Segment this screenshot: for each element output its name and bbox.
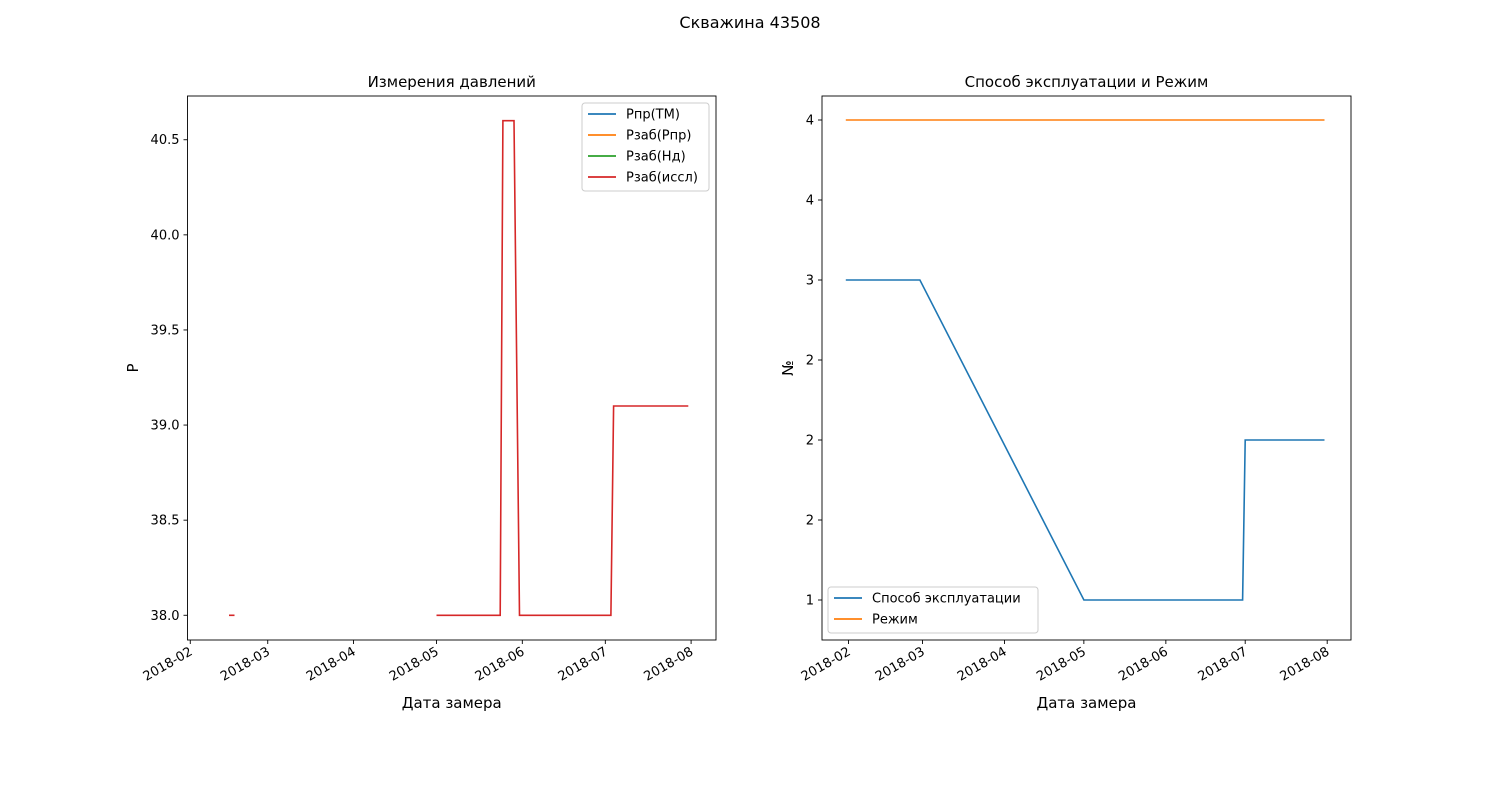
y-tick-label: 3 (806, 274, 814, 289)
legend-entry: Pпр(ТМ) (626, 108, 680, 123)
x-tick-label: 2018-04 (955, 644, 1010, 684)
legend-box (827, 586, 1039, 634)
y-tick-label: 38.0 (151, 609, 180, 624)
x-tick-label: 2018-06 (1116, 644, 1171, 684)
series-line-1-0-0 (845, 279, 1325, 601)
x-tick-label: 2018-07 (1196, 644, 1251, 684)
axes-frame (821, 95, 1352, 641)
figure-title: Скважина 43508 (679, 13, 820, 32)
chart-title: Способ эксплуатации и Режим (965, 73, 1209, 91)
x-axis-label: Дата замера (1036, 694, 1136, 712)
x-tick-label: 2018-02 (799, 644, 854, 684)
legend-box (581, 102, 710, 192)
y-tick-label: 1 (806, 594, 814, 609)
x-tick-label: 2018-03 (218, 644, 273, 684)
y-tick-label: 4 (806, 114, 814, 129)
y-tick-label: 4 (806, 194, 814, 209)
y-axis-label: № (779, 360, 797, 376)
legend: Pпр(ТМ) Pзаб(Pпр) Pзаб(Нд) Pзаб(иссл) (581, 102, 710, 192)
pressure-chart: 2018-02 2018-03 2018-04 2018-05 2018-06 2018-… (124, 73, 717, 712)
x-tick-label: 2018-04 (304, 644, 359, 684)
chart-title: Измерения давлений (368, 73, 536, 91)
x-tick-label: 2018-08 (642, 644, 697, 684)
y-tick-label: 2 (806, 434, 814, 449)
y-tick-label: 39.0 (151, 419, 180, 434)
legend-entry: Pзаб(иссл) (626, 171, 698, 186)
legend-entry: Pзаб(Нд) (626, 150, 686, 165)
x-tick-label: 2018-07 (556, 644, 611, 684)
legend-entry: Pзаб(Pпр) (626, 129, 691, 144)
series-line-0-3-1 (436, 119, 689, 617)
mode-chart: 2018-02 2018-03 2018-04 2018-05 2018-06 2018-… (779, 73, 1352, 712)
y-tick-label: 2 (806, 514, 814, 529)
legend-entry: Способ эксплуатации (872, 592, 1021, 607)
y-tick-label: 39.5 (151, 323, 180, 338)
y-tick-label: 2 (806, 354, 814, 369)
y-tick-label: 40.5 (151, 133, 180, 148)
x-tick-label: 2018-05 (1034, 644, 1089, 684)
y-tick-label: 38.5 (151, 514, 180, 529)
y-axis-label: P (124, 363, 142, 372)
x-tick-label: 2018-08 (1278, 644, 1333, 684)
x-tick-label: 2018-05 (387, 644, 442, 684)
legend: Способ эксплуатации Режим (827, 586, 1039, 634)
legend-entry: Режим (872, 613, 918, 628)
x-tick-label: 2018-03 (873, 644, 928, 684)
x-axis-label: Дата замера (402, 694, 502, 712)
x-tick-label: 2018-02 (141, 644, 196, 684)
x-tick-label: 2018-06 (473, 644, 528, 684)
y-tick-label: 40.0 (151, 228, 180, 243)
axes-frame (187, 95, 717, 641)
